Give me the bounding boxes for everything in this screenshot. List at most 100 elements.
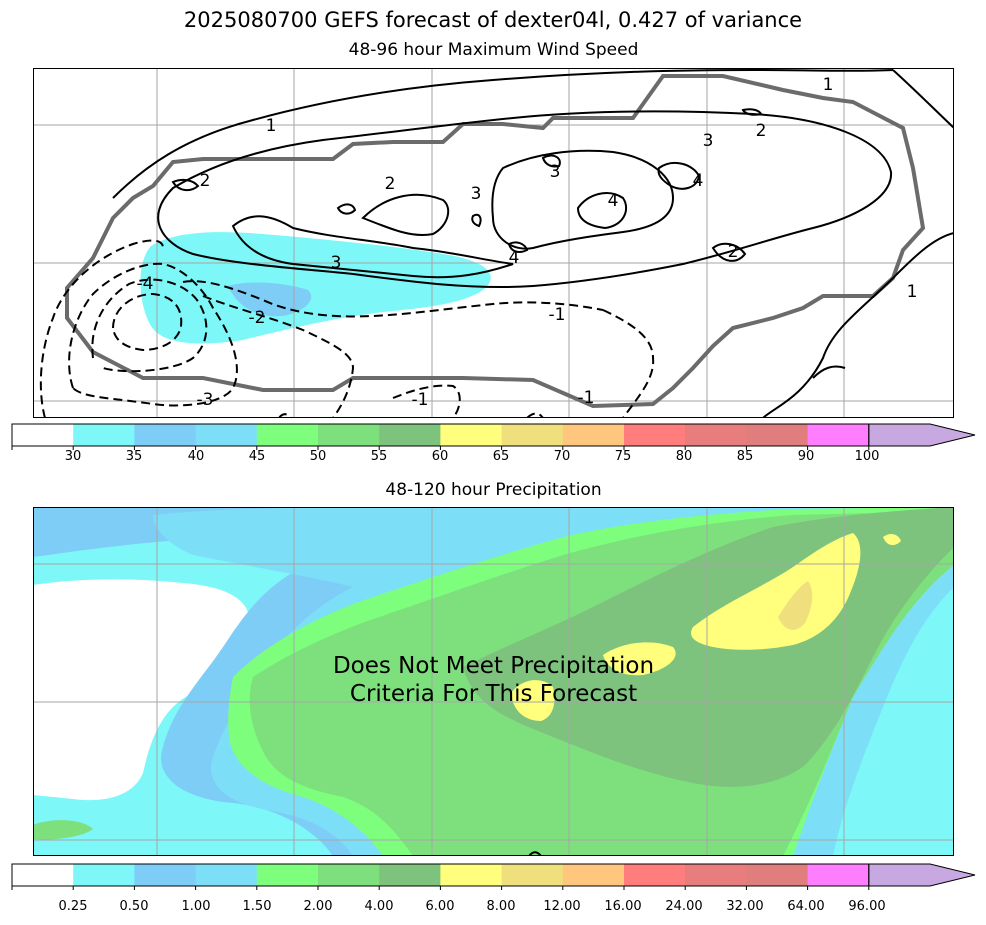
colorbar-cell — [685, 864, 747, 886]
wind-map: 1 1 1 2 2 2 2 3 3 3 3 4 4 4 -1 -1 -1 -2 … — [33, 68, 954, 418]
contour-label: 3 — [703, 131, 714, 151]
colorbar-cell — [562, 864, 625, 886]
precip-colorbar: 0.25 0.50 1.00 1.50 2.00 4.00 6.00 8.00 … — [11, 863, 976, 914]
contour-label: 1 — [907, 282, 918, 302]
colorbar-tick-label: 1.50 — [243, 899, 272, 914]
colorbar-tick-label: 96.00 — [848, 899, 885, 914]
contour-label: 3 — [550, 162, 561, 182]
colorbar-cell — [440, 864, 503, 886]
criteria-message-line2: Criteria For This Forecast — [349, 681, 638, 707]
colorbar-cell — [624, 424, 686, 446]
colorbar-tick-label: 70 — [554, 449, 571, 464]
colorbar-cell — [256, 424, 319, 446]
colorbar-cell — [379, 424, 441, 446]
colorbar-cell — [807, 864, 870, 886]
precip-map-frame — [33, 507, 954, 856]
colorbar-tick-label: 8.00 — [487, 899, 516, 914]
colorbar-cell — [562, 424, 625, 446]
contour-label: 2 — [728, 242, 739, 262]
contour-label: 3 — [471, 184, 482, 204]
colorbar-cell — [501, 864, 564, 886]
wind-fill-30 — [140, 232, 491, 344]
colorbar-tick-label: 16.00 — [604, 899, 641, 914]
wind-panel-title: 48-96 hour Maximum Wind Speed — [348, 40, 639, 60]
contour-label: 4 — [693, 171, 704, 191]
colorbar-cell — [746, 424, 809, 446]
colorbar-tick-label: 0.25 — [59, 899, 88, 914]
colorbar-cell — [318, 864, 380, 886]
colorbar-tick-label: 6.00 — [426, 899, 455, 914]
colorbar-cell — [501, 424, 564, 446]
colorbar-tick-label: 45 — [249, 449, 266, 464]
colorbar-tick-label: 64.00 — [787, 899, 824, 914]
colorbar-tick-label: 75 — [615, 449, 632, 464]
colorbar-tick-label: 30 — [65, 449, 82, 464]
colorbar-tick-label: 60 — [432, 449, 449, 464]
wind-fill-35 — [228, 282, 312, 317]
colorbar-cell — [807, 424, 870, 446]
precip-contour-fragment — [528, 851, 542, 856]
contour-label: 4 — [509, 248, 520, 268]
contour-label: 4 — [608, 191, 619, 211]
contour-label: -1 — [412, 390, 429, 410]
contour-label: -3 — [197, 390, 214, 410]
colorbar-tick-label: 50 — [310, 449, 327, 464]
contour-label: -4 — [137, 274, 154, 294]
contour-label: 3 — [331, 253, 342, 273]
colorbar-cell — [134, 864, 197, 886]
positive-contours — [112, 68, 954, 418]
precip-fill-8.00-d — [883, 534, 901, 546]
contour-label: -1 — [578, 388, 595, 408]
criteria-message: Does Not Meet Precipitation Criteria For… — [33, 652, 954, 708]
colorbar-cell — [12, 864, 74, 886]
colorbar-cell — [195, 424, 258, 446]
colorbar-cell — [134, 424, 197, 446]
colorbar-tick-label: 40 — [188, 449, 205, 464]
colorbar-cell — [256, 864, 319, 886]
colorbar-tick-label: 2.00 — [304, 899, 333, 914]
colorbar-tick-label: 100 — [855, 449, 880, 464]
colorbar-tick-label: 35 — [126, 449, 143, 464]
precip-panel-title: 48-120 hour Precipitation — [385, 480, 602, 500]
colorbar-cell — [379, 864, 441, 886]
contour-label: -2 — [249, 308, 266, 328]
contour-label: -1 — [549, 305, 566, 325]
colorbar-cell — [746, 864, 809, 886]
colorbar-cell — [440, 424, 503, 446]
colorbar-extend-arrow — [868, 423, 976, 447]
precip-map — [33, 507, 954, 856]
precip-grid — [33, 507, 954, 856]
precip-fill-8.00 — [691, 533, 861, 650]
colorbar-tick-label: 90 — [798, 449, 815, 464]
colorbar-tick-label: 32.00 — [726, 899, 763, 914]
colorbar-cell — [73, 424, 135, 446]
colorbar-tick-label: 85 — [737, 449, 754, 464]
colorbar-cell — [318, 424, 380, 446]
colorbar-tick-label: 24.00 — [665, 899, 702, 914]
colorbar-tick-label: 55 — [371, 449, 388, 464]
colorbar-tick-label: 0.50 — [120, 899, 149, 914]
colorbar-cell — [12, 424, 74, 446]
colorbar-cell — [624, 864, 686, 886]
colorbar-tick-label: 1.00 — [182, 899, 211, 914]
figure-title: 2025080700 GEFS forecast of dexter04l, 0… — [183, 8, 803, 32]
precip-fill-none — [33, 579, 250, 801]
colorbar-cell — [195, 864, 258, 886]
negative-contours — [39, 239, 655, 418]
colorbar-tick-label: 65 — [493, 449, 510, 464]
colorbar-tick-label: 80 — [676, 449, 693, 464]
wind-colorbar: 30 35 40 45 50 55 60 65 70 75 80 85 90 1… — [11, 423, 976, 464]
precip-fill-2.00-south — [33, 820, 93, 840]
contour-label: 2 — [756, 121, 767, 141]
colorbar-extend-arrow — [868, 863, 976, 887]
wind-grid — [33, 68, 954, 418]
colorbar-tick-label: 12.00 — [543, 899, 580, 914]
contour-label: 2 — [200, 171, 211, 191]
criteria-message-line1: Does Not Meet Precipitation — [332, 653, 655, 679]
contour-label: 1 — [823, 75, 834, 95]
contour-label: 1 — [266, 116, 277, 136]
contour-label: 2 — [385, 174, 396, 194]
precip-fill-12.00 — [778, 581, 813, 630]
wind-map-frame — [33, 68, 954, 418]
precip-fill-8.00-c — [511, 680, 555, 721]
